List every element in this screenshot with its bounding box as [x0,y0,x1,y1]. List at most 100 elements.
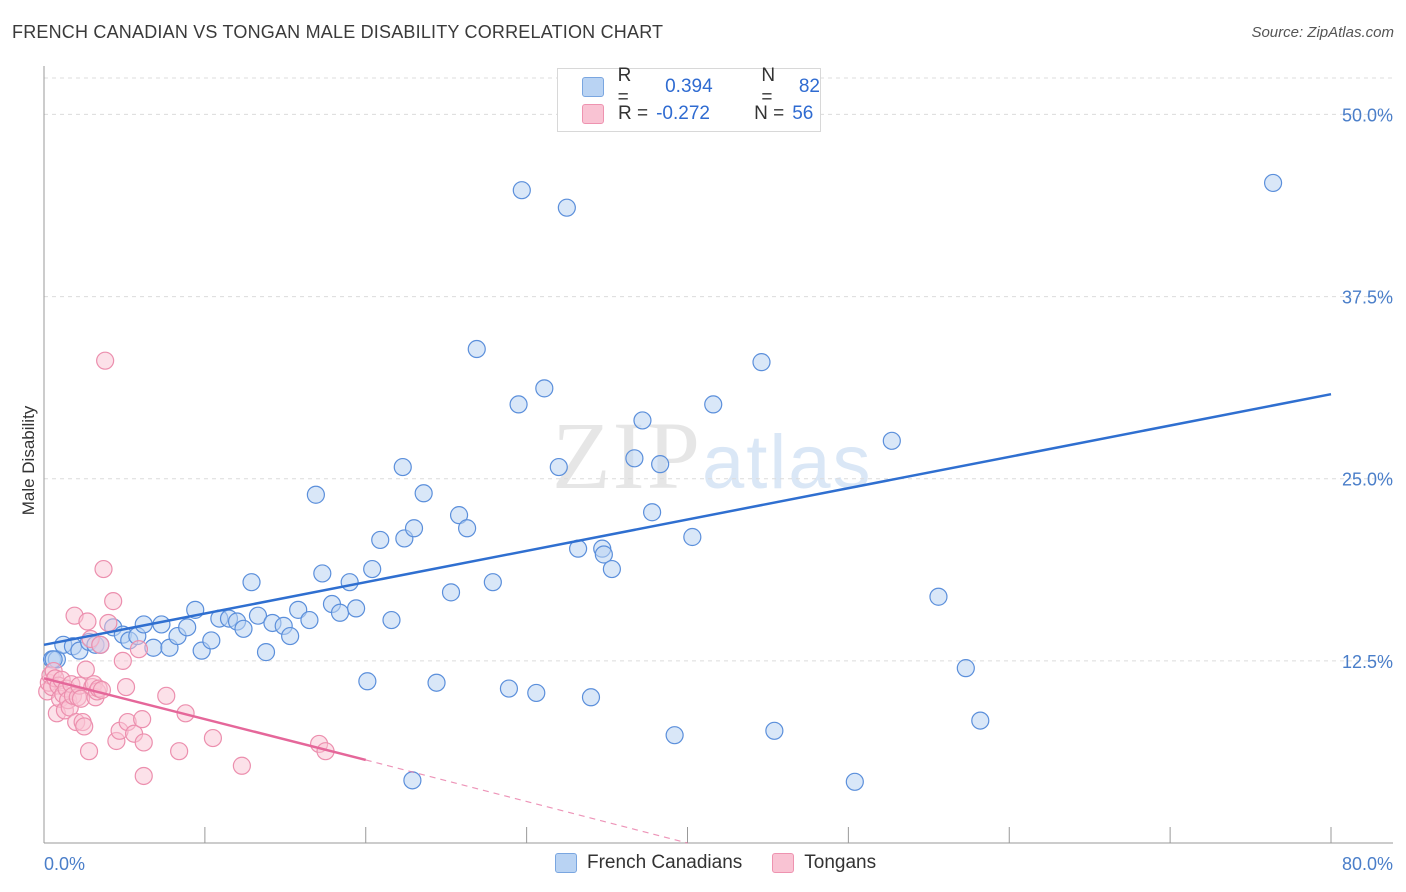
french-canadians-point [256,643,276,662]
legend-r-label: R = [617,65,632,108]
legend-row-tongans: R = -0.272 N = 56 [582,102,813,126]
french-canadians-point [929,587,948,606]
tongans-point [79,742,99,761]
french-canadians-point [313,564,332,583]
french-canadians-points [42,173,1283,791]
french-canadians-point [535,379,554,398]
french-canadians-point [449,506,469,525]
french-canadians-point [512,181,531,200]
tongans-point [78,612,97,631]
y-tick-label: 37.5% [1342,288,1393,308]
french-canadians-point [1263,173,1283,193]
french-canadians-point [643,503,662,522]
legend-n-value: 56 [792,103,814,124]
legend-r-value: 0.394 [665,76,713,97]
legend-swatch-blue [555,853,577,873]
tongans-point [99,613,118,633]
french-canadians-trend-line [43,392,1332,647]
french-canadians-point [202,631,221,650]
french-canadians-point [306,485,325,504]
french-canadians-point [346,599,366,618]
french-canadians-point [330,603,350,622]
french-canadians-point [403,771,422,790]
chart-source: Source: ZipAtlas.com [1251,24,1394,41]
watermark-atlas: atlas [702,420,873,505]
tongans-point [91,635,110,654]
legend-r-label: R = [618,103,649,124]
tongans-point [116,677,136,697]
french-canadians-point [651,455,670,474]
french-canadians-point [358,672,377,691]
watermark: ZIPatlas [552,400,873,511]
french-canadians-point [499,679,519,698]
legend-n-label: N = [754,103,785,124]
legend-swatch-blue [582,77,604,97]
french-canadians-point [414,484,433,503]
french-canadians-point [594,545,613,564]
french-canadians-point [665,726,684,745]
french-canadians-point [549,457,568,477]
tongans-point [232,756,251,775]
tongans-point [203,728,223,748]
chart-title: FRENCH CANADIAN VS TONGAN MALE DISABILIT… [12,22,664,42]
french-canadians-point [602,559,621,579]
tongans-point [134,766,153,786]
french-canadians-point [458,519,477,538]
french-canadians-point [404,519,424,538]
legend-row-french-canadians: R = 0.394 N = 82 [582,65,820,108]
grid-lines [44,77,1393,662]
french-canadians-point [441,583,461,602]
tongans-point [170,742,189,761]
french-canadians-point [765,721,784,740]
tongans-point [104,592,123,611]
french-canadians-point [633,411,652,430]
tongans-point [94,559,113,579]
legend-r-value: -0.272 [656,103,710,124]
french-canadians-point [845,772,864,791]
french-canadians-point [625,449,644,468]
french-canadians-point [340,573,359,592]
french-canadians-point [683,527,702,547]
tongans-point [129,640,149,659]
legend-item-french-canadians[interactable]: French Canadians [555,852,742,874]
tongans-point [133,710,152,729]
french-canadians-point [371,530,390,550]
french-canadians-point [557,198,576,217]
stats-legend: R = 0.394 N = 82 R = -0.272 N = 56 [557,65,821,132]
french-canadians-point [393,457,412,477]
french-canadians-point [581,688,601,707]
series-legend: French Canadians Tongans [555,852,906,874]
axes [43,66,1393,844]
french-canadians-point [956,659,975,678]
axis-labels: 12.5% 25.0% 37.5% 50.0% 0.0% 80.0% Male Disabi… [19,105,1393,874]
french-canadians-point [289,600,308,619]
tongans-point [75,717,94,736]
tongans-trend-line [43,677,367,762]
legend-label-tongans: Tongans [804,852,877,873]
tongans-point [92,680,112,700]
x-tick-label: 0.0% [44,854,85,874]
french-canadians-point [242,573,261,592]
french-canadians-point [300,610,319,630]
tongans-point [76,660,95,679]
tongans-point [157,686,176,705]
legend-item-tongans[interactable]: Tongans [772,852,876,874]
french-canadians-point [882,431,901,450]
tongans-point [134,733,153,752]
x-tick-label: 80.0% [1342,854,1393,874]
tongans-point [113,651,132,670]
french-canadians-point [509,395,528,414]
french-canadians-point [382,610,401,630]
french-canadians-point [704,395,723,414]
y-tick-label: 12.5% [1342,652,1393,672]
french-canadians-point [467,339,486,359]
french-canadians-point [281,626,300,646]
french-canadians-point [152,615,171,634]
y-tick-label: 25.0% [1342,470,1393,490]
y-axis-title: Male Disability [19,405,38,515]
french-canadians-point [527,683,546,703]
french-canadians-point [971,711,990,730]
legend-swatch-pink [582,104,604,124]
trend-lines [43,392,1332,844]
